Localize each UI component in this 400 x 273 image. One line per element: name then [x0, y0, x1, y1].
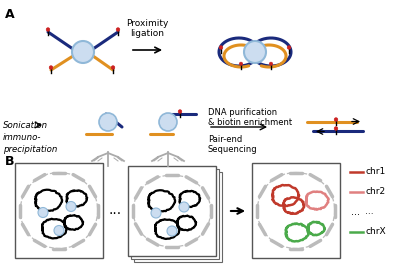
Circle shape	[46, 28, 50, 31]
Text: DNA purification
& biotin enrichment: DNA purification & biotin enrichment	[208, 108, 292, 127]
Circle shape	[244, 41, 266, 63]
Bar	[128, 166, 216, 256]
Circle shape	[334, 118, 338, 121]
Circle shape	[38, 207, 48, 218]
Circle shape	[66, 201, 76, 212]
Text: ...: ...	[108, 203, 122, 218]
Text: Proximity
ligation: Proximity ligation	[126, 19, 168, 38]
Text: ...: ...	[352, 207, 360, 217]
Text: ...: ...	[365, 207, 374, 216]
Circle shape	[178, 110, 182, 113]
Bar	[252, 163, 340, 258]
Circle shape	[111, 66, 115, 69]
Text: precipitation: precipitation	[3, 144, 57, 153]
Text: Pair-end
Sequencing: Pair-end Sequencing	[208, 135, 258, 155]
Circle shape	[159, 113, 177, 131]
Circle shape	[270, 62, 272, 65]
Circle shape	[334, 127, 338, 130]
Circle shape	[240, 62, 242, 65]
Circle shape	[167, 226, 177, 236]
Bar	[131, 169, 219, 259]
Text: chr1: chr1	[365, 168, 385, 177]
Bar	[15, 163, 103, 258]
Circle shape	[49, 66, 53, 69]
Circle shape	[99, 113, 117, 131]
Text: chr2: chr2	[365, 188, 385, 197]
Circle shape	[219, 46, 223, 49]
Bar	[134, 172, 222, 262]
Circle shape	[54, 225, 64, 236]
Circle shape	[72, 41, 94, 63]
Text: immuno-: immuno-	[3, 133, 42, 143]
Circle shape	[116, 28, 120, 31]
Text: chrX: chrX	[365, 227, 386, 236]
Circle shape	[179, 202, 189, 212]
Text: B: B	[5, 155, 14, 168]
Text: Sonication: Sonication	[3, 120, 48, 129]
Circle shape	[287, 46, 291, 49]
Text: A: A	[5, 8, 15, 21]
Circle shape	[151, 208, 161, 218]
